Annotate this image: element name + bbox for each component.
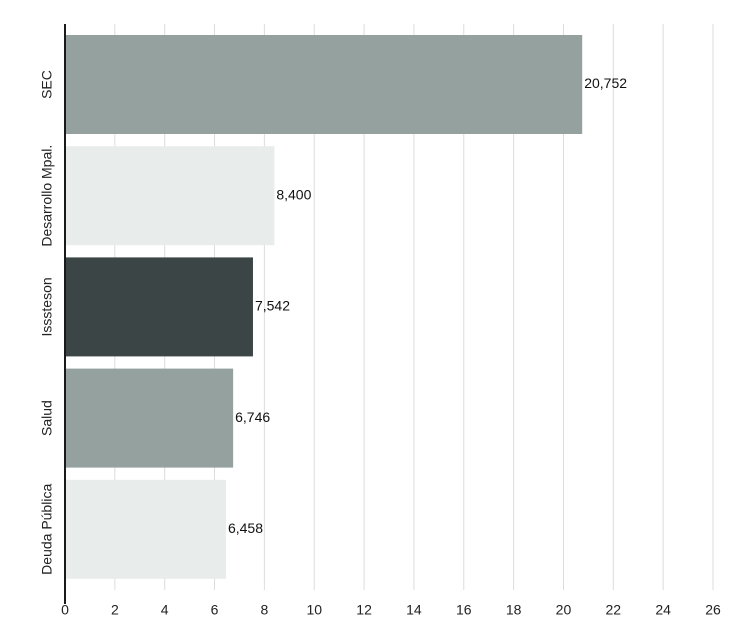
x-tick-label: 24: [655, 602, 671, 618]
x-tick-label: 6: [211, 602, 219, 618]
bars: [65, 35, 583, 579]
x-tick-label: 22: [606, 602, 622, 618]
category-label: Isssteson: [39, 277, 55, 336]
data-label: 6,746: [235, 409, 270, 425]
labels: 0 2 4 6 8 10 12 14 16 18 20 22 24 2620,752SEC8,400Des…: [39, 70, 721, 618]
category-label: SEC: [39, 70, 55, 99]
x-tick-label: 16: [456, 602, 472, 618]
data-label: 20,752: [584, 75, 627, 91]
category-label: Deuda Pública: [39, 484, 55, 575]
bar: [65, 146, 275, 246]
x-tick-label: 10: [306, 602, 322, 618]
data-label: 7,542: [255, 298, 290, 314]
x-tick-label: 12: [356, 602, 372, 618]
x-tick-label: 14: [406, 602, 422, 618]
x-tick-label: 26: [705, 602, 721, 618]
bar: [65, 368, 234, 468]
x-tick-label: 2: [111, 602, 119, 618]
bar: [65, 257, 253, 357]
category-label: Salud: [39, 400, 55, 436]
x-tick-label: 18: [506, 602, 522, 618]
data-label: 8,400: [276, 186, 311, 202]
x-tick-label: 20: [556, 602, 572, 618]
data-label: 6,458: [228, 520, 263, 536]
x-tick-label: 0: [61, 602, 69, 618]
bar: [65, 35, 583, 134]
x-tick-label: 4: [161, 602, 169, 618]
x-tick-label: 8: [260, 602, 268, 618]
bar: [65, 479, 226, 579]
category-label: Desarrollo Mpal.: [39, 145, 55, 247]
